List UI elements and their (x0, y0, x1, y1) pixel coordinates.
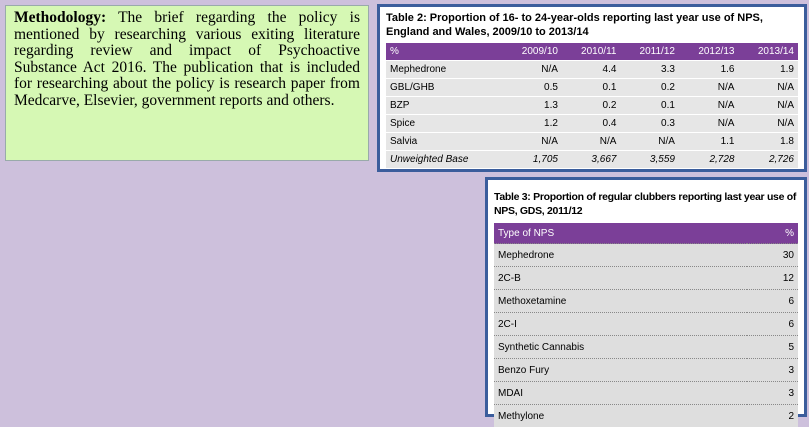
header-cell: % (386, 43, 502, 61)
cell: 1.6 (679, 61, 739, 79)
cell: 1,705 (502, 151, 562, 169)
cell: 2,726 (738, 151, 798, 169)
cell: 3 (747, 359, 798, 382)
header-cell: Type of NPS (494, 223, 747, 244)
cell: N/A (679, 79, 739, 97)
cell: 0.5 (502, 79, 562, 97)
cell: MDAI (494, 382, 747, 405)
cell: Benzo Fury (494, 359, 747, 382)
cell: 0.4 (562, 115, 621, 133)
cell: 1.1 (679, 133, 739, 151)
cell: 0.2 (620, 79, 679, 97)
cell: 2C-B (494, 267, 747, 290)
cell: Mephedrone (386, 61, 502, 79)
cell: N/A (502, 61, 562, 79)
cell: 3 (747, 382, 798, 405)
cell: GBL/GHB (386, 79, 502, 97)
cell: N/A (562, 133, 621, 151)
cell: N/A (738, 79, 798, 97)
header-row: Type of NPS% (494, 223, 798, 244)
cell: 30 (747, 244, 798, 267)
cell: 2 (747, 405, 798, 427)
cell: N/A (679, 115, 739, 133)
cell: 6 (747, 313, 798, 336)
cell: N/A (620, 133, 679, 151)
cell: 0.3 (620, 115, 679, 133)
cell: Mephedrone (494, 244, 747, 267)
header-cell: 2012/13 (679, 43, 739, 61)
cell: BZP (386, 97, 502, 115)
cell: 0.1 (620, 97, 679, 115)
cell: Unweighted Base (386, 151, 502, 169)
cell: 1.3 (502, 97, 562, 115)
header-cell: % (747, 223, 798, 244)
cell: Methylone (494, 405, 747, 427)
cell: 5 (747, 336, 798, 359)
cell: 2C-I (494, 313, 747, 336)
header-cell: 2009/10 (502, 43, 562, 61)
cell: N/A (738, 115, 798, 133)
cell: 1.9 (738, 61, 798, 79)
cell: Salvia (386, 133, 502, 151)
cell: 12 (747, 267, 798, 290)
cell: 0.1 (562, 79, 621, 97)
methodology-label: Methodology: (14, 9, 106, 26)
cell: Spice (386, 115, 502, 133)
cell: Methoxetamine (494, 290, 747, 313)
cell: 1.8 (738, 133, 798, 151)
header-cell: 2011/12 (620, 43, 679, 61)
cell: 2,728 (679, 151, 739, 169)
cell: 4.4 (562, 61, 621, 79)
cell: 1.2 (502, 115, 562, 133)
cell: 3,667 (562, 151, 621, 169)
cell: N/A (738, 97, 798, 115)
header-cell: 2010/11 (562, 43, 621, 61)
cell: N/A (502, 133, 562, 151)
cell: Synthetic Cannabis (494, 336, 747, 359)
methodology-box: Methodology: The brief regarding the pol… (5, 5, 369, 161)
cell: 3,559 (620, 151, 679, 169)
cell: 3.3 (620, 61, 679, 79)
cell: 0.2 (562, 97, 621, 115)
table-2: Table 2: Proportion of 16- to 24-year-ol… (377, 4, 807, 172)
table-title: Table 2: Proportion of 16- to 24-year-ol… (386, 11, 798, 39)
cell: N/A (679, 97, 739, 115)
page: Methodology: The brief regarding the pol… (0, 0, 809, 415)
cell: 6 (747, 290, 798, 313)
table-3: Table 3: Proportion of regular clubbers … (485, 177, 807, 417)
table-title: Table 3: Proportion of regular clubbers … (494, 190, 798, 218)
header-cell: 2013/14 (738, 43, 798, 61)
